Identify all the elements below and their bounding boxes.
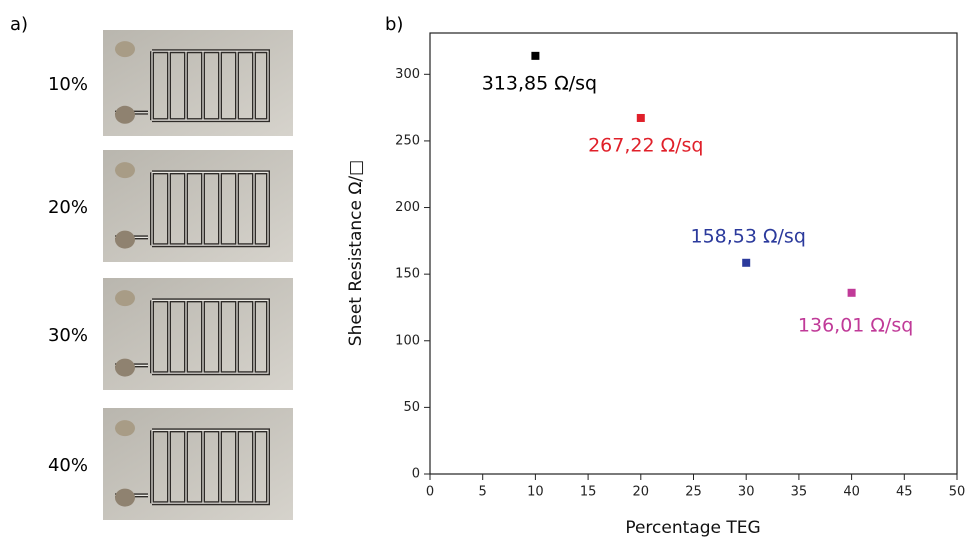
contact [115, 162, 135, 179]
contact [115, 488, 135, 507]
panel-label: a) [10, 14, 28, 35]
x-axis-label: Percentage TEG [625, 518, 760, 538]
point [636, 113, 645, 122]
panel-label: b) [385, 14, 403, 35]
photo-label: 30% [48, 325, 88, 346]
contact [115, 290, 135, 307]
x-tick-label: 10 [527, 485, 544, 500]
photo-label: 10% [48, 74, 88, 95]
contact [115, 358, 135, 377]
x-tick-label: 5 [479, 485, 487, 500]
contact [115, 105, 135, 124]
x-tick-label: 40 [843, 485, 860, 500]
data-label: 158,53 Ω/sq [690, 225, 805, 247]
x-tick-label: 20 [633, 485, 650, 500]
point [531, 51, 540, 60]
y-axis-label: Sheet Resistance Ω/□ [346, 160, 366, 346]
y-tick-label: 0 [412, 467, 420, 482]
y-tick-label: 50 [403, 400, 420, 415]
x-tick-label: 45 [896, 485, 913, 500]
data-label: 136,01 Ω/sq [798, 314, 913, 336]
x-tick-label: 35 [791, 485, 808, 500]
contact [115, 420, 135, 437]
plot-frame [429, 32, 958, 475]
x-tick-label: 25 [685, 485, 702, 500]
photo-label: 20% [48, 197, 88, 218]
y-tick-label: 150 [395, 267, 420, 282]
contact [115, 41, 135, 58]
photo-label: 40% [48, 455, 88, 476]
point [742, 258, 751, 267]
x-tick-label: 50 [949, 485, 966, 500]
x-tick-label: 0 [426, 485, 434, 500]
x-tick-label: 15 [580, 485, 597, 500]
point [847, 288, 856, 297]
y-tick-label: 300 [395, 67, 420, 82]
contact [115, 230, 135, 249]
x-tick-label: 30 [738, 485, 755, 500]
data-label: 313,85 Ω/sq [482, 72, 597, 94]
y-tick-label: 250 [395, 133, 420, 148]
y-tick-label: 200 [395, 200, 420, 215]
y-tick-label: 100 [395, 333, 420, 348]
data-label: 267,22 Ω/sq [588, 134, 703, 156]
